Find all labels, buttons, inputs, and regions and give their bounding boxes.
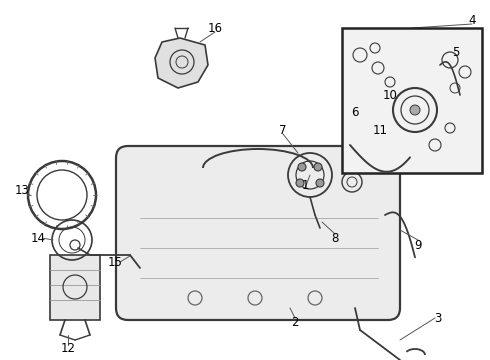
Text: 2: 2: [291, 316, 299, 329]
Text: 7: 7: [279, 123, 287, 136]
Bar: [342, 28, 482, 173]
Circle shape: [316, 179, 324, 187]
Circle shape: [296, 179, 304, 187]
Text: 11: 11: [372, 123, 388, 136]
Text: 12: 12: [60, 342, 75, 355]
Text: 1: 1: [301, 179, 309, 192]
Circle shape: [298, 163, 306, 171]
Text: 8: 8: [331, 231, 339, 244]
Text: 14: 14: [30, 231, 46, 244]
Text: 5: 5: [452, 45, 460, 59]
FancyBboxPatch shape: [116, 146, 400, 320]
Text: 15: 15: [108, 256, 122, 269]
Circle shape: [314, 163, 322, 171]
Polygon shape: [155, 38, 208, 88]
Text: 6: 6: [351, 105, 359, 118]
Text: 13: 13: [15, 184, 29, 197]
Text: 9: 9: [414, 239, 422, 252]
Text: 3: 3: [434, 311, 441, 324]
Circle shape: [410, 105, 420, 115]
Text: 4: 4: [468, 14, 476, 27]
Polygon shape: [50, 255, 100, 320]
Text: 16: 16: [207, 22, 222, 35]
Text: 10: 10: [383, 89, 397, 102]
